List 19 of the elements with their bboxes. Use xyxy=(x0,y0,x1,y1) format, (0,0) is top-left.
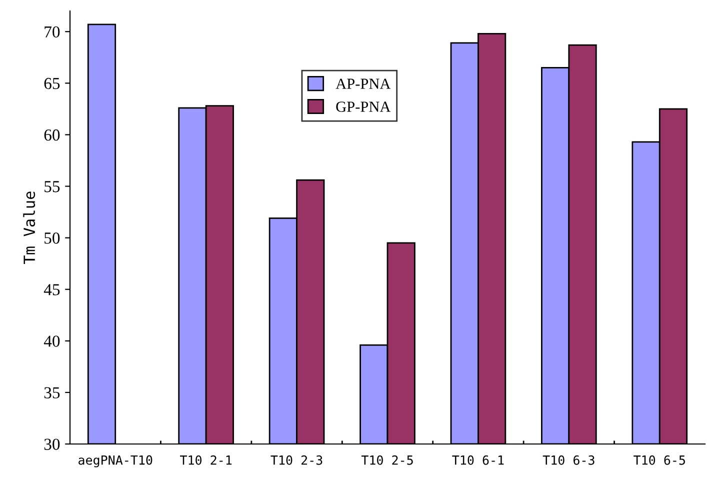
y-tick-label: 55 xyxy=(44,181,60,192)
y-tick-label: 70 xyxy=(44,26,60,38)
y-tick-label: 35 xyxy=(44,387,60,398)
legend-label: GP-PNA xyxy=(336,102,391,112)
legend-label: AP-PNA xyxy=(336,78,391,89)
y-tick-label: 30 xyxy=(44,438,60,450)
y-tick-label: 65 xyxy=(44,78,60,90)
x-tick-label: T10 2-5 xyxy=(361,455,413,465)
x-tick-label: T10 2-1 xyxy=(180,455,232,465)
x-tick-label: T10 2-3 xyxy=(270,455,322,465)
y-tick-label: 40 xyxy=(44,336,60,347)
x-tick-label: T10 6-1 xyxy=(452,455,504,465)
y-tick-label: 50 xyxy=(44,232,60,244)
y-tick-label: 45 xyxy=(44,284,60,296)
y-axis-title: Tm Value xyxy=(23,192,36,264)
x-tick-label: T10 6-5 xyxy=(634,455,685,465)
x-tick-label: aegPNA-T10 xyxy=(78,455,152,468)
x-tick-label: T10 6-3 xyxy=(542,455,594,465)
y-tick-label: 60 xyxy=(44,129,60,141)
